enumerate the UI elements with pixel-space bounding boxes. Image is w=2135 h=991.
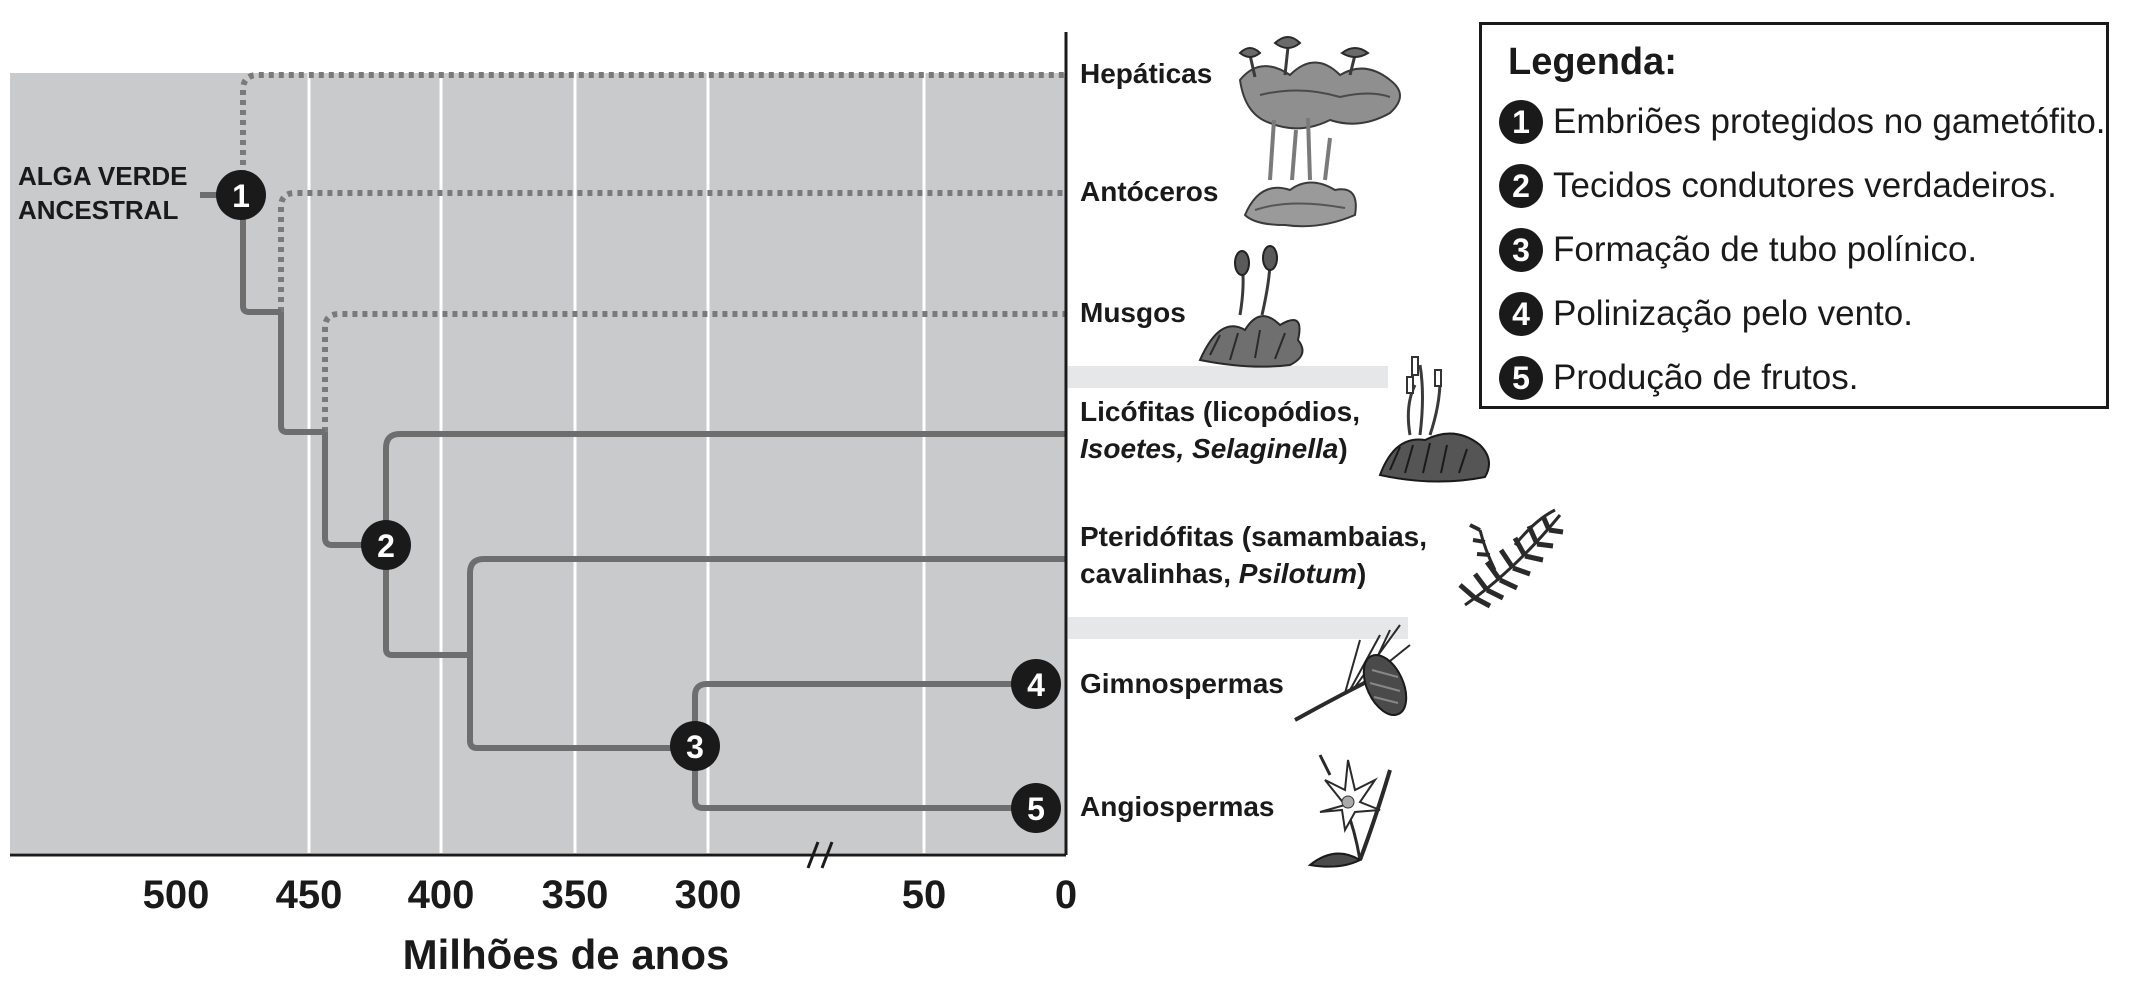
taxon-label-licofitas-line2: Isoetes, Selaginella) bbox=[1080, 433, 1348, 464]
taxon-label-angiospermas: Angiospermas bbox=[1080, 791, 1275, 822]
branch-node1-down bbox=[240, 195, 281, 315]
root-label: ALGA VERDE ANCESTRAL bbox=[18, 161, 188, 225]
legend-box: Legenda: 1 Embriões protegidos no gametó… bbox=[1479, 22, 2109, 409]
legend-item-1: 1 Embriões protegidos no gametófito. bbox=[1499, 97, 2106, 147]
axes bbox=[10, 32, 1068, 857]
legend-title: Legenda: bbox=[1508, 41, 1677, 83]
taxon-label-gimnospermas: Gimnospermas bbox=[1080, 668, 1284, 699]
root-label-line1: ALGA VERDE bbox=[18, 161, 188, 191]
branch-licofitas bbox=[383, 431, 1066, 545]
taxon-label-licofitas: Licófitas (licopódios, bbox=[1080, 396, 1360, 427]
gridlines bbox=[307, 73, 926, 853]
node-markers: 1 2 3 4 5 bbox=[216, 170, 1061, 833]
legend-marker-1: 1 bbox=[1499, 100, 1543, 144]
legend-marker-2: 2 bbox=[1499, 164, 1543, 208]
svg-text:2: 2 bbox=[377, 528, 395, 564]
legend-marker-4: 4 bbox=[1499, 292, 1543, 336]
branch-pteridofitas bbox=[467, 556, 1066, 655]
legend-marker-5: 5 bbox=[1499, 356, 1543, 400]
node-marker-1: 1 bbox=[216, 170, 266, 220]
tick-50: 50 bbox=[902, 873, 947, 917]
tick-350: 350 bbox=[542, 873, 609, 917]
svg-text:3: 3 bbox=[686, 729, 704, 765]
taxon-label-antoceros: Antóceros bbox=[1080, 176, 1218, 207]
pine-illustration bbox=[1294, 624, 1411, 722]
tick-500: 500 bbox=[143, 873, 210, 917]
taxon-label-musgos: Musgos bbox=[1080, 297, 1186, 328]
legend-text-4: Polinização pelo vento. bbox=[1553, 294, 1913, 333]
legend-marker-3: 3 bbox=[1499, 228, 1543, 272]
clubmoss-illustration bbox=[1378, 356, 1490, 483]
svg-text:4: 4 bbox=[1027, 667, 1045, 703]
node-marker-5: 5 bbox=[1011, 783, 1061, 833]
node-marker-3: 3 bbox=[670, 721, 720, 771]
branch-musgos bbox=[322, 311, 1066, 432]
branch-musgos-stem bbox=[322, 432, 386, 548]
svg-text:5: 5 bbox=[1027, 791, 1045, 827]
taxon-label-pteridofitas-line2: cavalinhas, Psilotum) bbox=[1080, 558, 1366, 589]
time-panel bbox=[10, 73, 1065, 853]
separator-band-nonvascular bbox=[1068, 366, 1388, 388]
taxon-label-pteridofitas: Pteridófitas (samambaias, bbox=[1080, 521, 1427, 552]
legend-item-2: 2 Tecidos condutores verdadeiros. bbox=[1499, 161, 2057, 211]
taxon-labels: Hepáticas Antóceros Musgos Licófitas (licop… bbox=[1080, 58, 1427, 822]
taxon-label-hepaticas: Hepáticas bbox=[1080, 58, 1212, 89]
root-label-line2: ANCESTRAL bbox=[18, 195, 178, 225]
tick-300: 300 bbox=[675, 873, 742, 917]
tick-400: 400 bbox=[408, 873, 475, 917]
x-axis-title: Milhões de anos bbox=[403, 931, 730, 978]
legend-text-3: Formação de tubo polínico. bbox=[1553, 230, 1978, 269]
liverwort-illustration bbox=[1238, 36, 1401, 130]
legend-text-1: Embriões protegidos no gametófito. bbox=[1553, 102, 2106, 141]
tick-450: 450 bbox=[276, 873, 343, 917]
branch-node2-down bbox=[383, 545, 470, 658]
legend-item-4: 4 Polinização pelo vento. bbox=[1499, 289, 1913, 339]
legend-text-5: Produção de frutos. bbox=[1553, 358, 1859, 397]
axis-break bbox=[806, 841, 834, 869]
x-tick-labels: 500 450 400 350 300 50 0 bbox=[143, 873, 1078, 917]
tick-0: 0 bbox=[1055, 873, 1077, 917]
moss-illustration bbox=[1198, 245, 1304, 368]
node-marker-2: 2 bbox=[361, 520, 411, 570]
branch-antoceros-stem bbox=[278, 312, 325, 435]
legend-item-3: 3 Formação de tubo polínico. bbox=[1499, 225, 1977, 275]
branch-node-seed bbox=[467, 655, 695, 751]
branch-angiospermas bbox=[692, 748, 1036, 811]
branch-gimnospermas bbox=[692, 681, 1036, 748]
legend-text-2: Tecidos condutores verdadeiros. bbox=[1553, 166, 2057, 205]
fern-illustration bbox=[1458, 508, 1564, 609]
legend-item-5: 5 Produção de frutos. bbox=[1499, 353, 1858, 403]
svg-text:1: 1 bbox=[232, 178, 250, 214]
dotted-branches bbox=[240, 72, 1066, 432]
illustrations bbox=[1198, 36, 1564, 868]
hornwort-illustration bbox=[1243, 117, 1357, 228]
separator-band-seed bbox=[1068, 617, 1408, 639]
flower-illustration bbox=[1307, 754, 1392, 868]
node-marker-4: 4 bbox=[1011, 659, 1061, 709]
